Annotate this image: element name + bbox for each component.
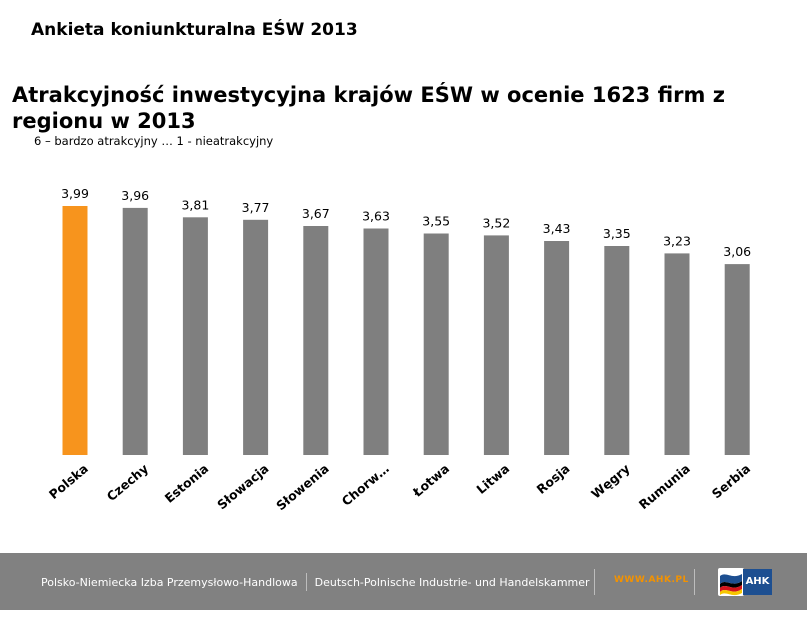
bar-8: [544, 241, 570, 455]
tick-label-10: Rumunia: [636, 461, 693, 512]
tick-label-0: Polska: [46, 461, 91, 502]
tick-label-2: Estonia: [162, 461, 212, 506]
bar-9: [604, 246, 630, 455]
bar-4: [303, 226, 329, 455]
value-label-3: 3,77: [242, 200, 270, 215]
bar-7: [483, 235, 509, 455]
tick-label-5: Chorw…: [339, 461, 392, 509]
tick-label-9: Węgry: [588, 461, 633, 502]
ahk-logo-text: AHK: [743, 569, 772, 595]
header-title: Ankieta koniunkturalna EŚW 2013: [31, 20, 358, 40]
ahk-logo: AHK: [718, 568, 772, 596]
tick-label-7: Litwa: [473, 461, 512, 497]
value-label-11: 3,06: [723, 244, 751, 259]
bar-6: [423, 233, 449, 455]
tick-label-6: Łotwa: [409, 461, 452, 501]
bars-group: [62, 206, 750, 455]
footer-separator-url: [594, 569, 595, 595]
bar-11: [724, 264, 750, 455]
bar-5: [363, 228, 389, 455]
tick-label-4: Słowenia: [273, 461, 332, 514]
footer-bar: Polsko-Niemiecka Izba Przemysłowo-Handlo…: [0, 553, 807, 610]
chart-subtitle: 6 – bardzo atrakcyjny … 1 - nieatrakcyjn…: [34, 134, 274, 148]
value-label-5: 3,63: [362, 209, 390, 224]
value-labels-group: 3,99 3,96 3,81 3,77 3,67 3,63 3,55 3,52 3,43 3,35…: [61, 186, 751, 259]
value-label-4: 3,67: [302, 206, 330, 221]
bar-10: [664, 253, 690, 455]
bar-2: [182, 217, 208, 455]
tick-label-1: Czechy: [104, 461, 151, 504]
value-label-10: 3,23: [663, 233, 691, 248]
footer-left-text: Polsko-Niemiecka Izba Przemysłowo-Handlo…: [41, 576, 298, 589]
tick-label-8: Rosja: [533, 461, 572, 497]
footer-right-text: Deutsch-Polnische Industrie- und Handels…: [314, 576, 590, 589]
value-label-0: 3,99: [61, 186, 89, 201]
chart-title: Atrakcyjność inwestycyjna krajów EŚW w o…: [12, 83, 725, 133]
tick-label-11: Serbia: [709, 461, 753, 502]
value-label-8: 3,43: [543, 221, 571, 236]
bar-3: [243, 219, 269, 455]
value-label-9: 3,35: [603, 226, 631, 241]
footer-url-link[interactable]: WWW.AHK.PL: [614, 575, 689, 585]
ahk-flag-logo-icon: [718, 568, 744, 596]
footer-separator: [305, 573, 307, 591]
bar-chart: 3,99 3,96 3,81 3,77 3,67 3,63 3,55 3,52 3,43 3,35…: [46, 186, 753, 514]
bar-0: [62, 206, 88, 455]
footer-separator-logo: [694, 569, 695, 595]
tick-label-3: Słowacja: [214, 461, 271, 513]
value-label-6: 3,55: [422, 214, 450, 229]
value-label-7: 3,52: [482, 215, 510, 230]
tick-labels-group: Polska Czechy Estonia Słowacja Słowenia Chorw…: [46, 461, 753, 514]
value-label-2: 3,81: [181, 197, 209, 212]
bar-1: [122, 207, 148, 455]
footer-text: Polsko-Niemiecka Izba Przemysłowo-Handlo…: [41, 573, 590, 591]
value-label-1: 3,96: [121, 188, 149, 203]
